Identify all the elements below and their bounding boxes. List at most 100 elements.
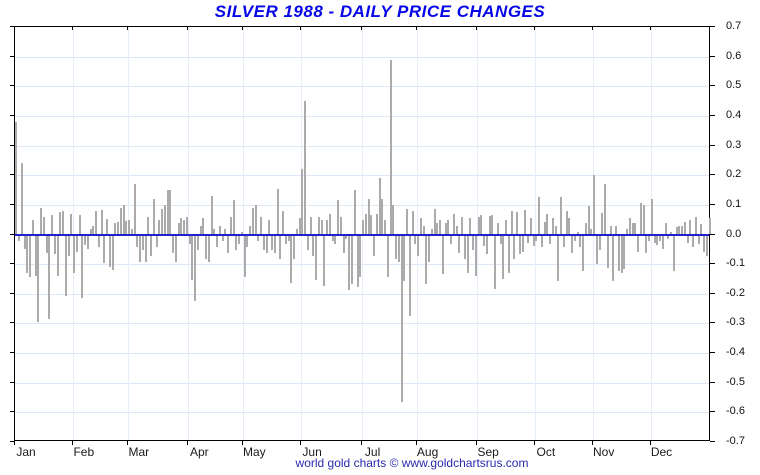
y-axis-tick [710, 411, 715, 413]
price-change-bar [670, 231, 673, 235]
price-change-bar [218, 225, 221, 235]
y-axis-tick-left [10, 292, 14, 294]
price-change-bar [598, 235, 601, 251]
price-change-bar [373, 235, 375, 257]
price-change-bar [554, 225, 557, 235]
price-change-bar [169, 190, 172, 235]
price-change-bar [265, 235, 268, 254]
price-change-bar [386, 235, 389, 277]
price-change-bar [617, 235, 620, 272]
price-change-bar [678, 225, 681, 235]
price-change-bar [262, 235, 265, 251]
price-change-bar [199, 225, 202, 235]
x-axis-tick-top [415, 27, 417, 30]
price-change-bar [141, 235, 144, 251]
price-change-bar [414, 235, 417, 245]
price-change-bar [645, 235, 648, 254]
price-change-bar [364, 213, 367, 235]
price-change-bar [628, 218, 631, 235]
x-axis-tick-top [187, 27, 189, 30]
price-change-bar [59, 212, 62, 235]
price-change-bar [494, 235, 497, 289]
price-change-bar [37, 235, 40, 322]
y-axis-label: 0.3 [726, 138, 742, 151]
price-change-bar [287, 235, 290, 242]
price-change-bar [62, 210, 65, 235]
month-label: Nov [593, 445, 615, 459]
price-change-bar [133, 184, 136, 235]
price-change-bar [513, 235, 516, 260]
price-change-bar [229, 216, 232, 235]
price-change-bar [128, 219, 131, 235]
price-change-bar [158, 219, 161, 235]
y-axis-tick-left [10, 381, 14, 383]
price-change-bar [455, 225, 458, 235]
price-change-bar [439, 219, 442, 235]
price-change-bar [227, 235, 230, 254]
price-change-bar [565, 210, 568, 235]
price-change-bar [84, 235, 87, 246]
price-change-bar [304, 101, 307, 235]
x-axis-tick-top [71, 27, 73, 30]
y-axis-label: -0.1 [726, 257, 745, 270]
price-change-bar [485, 235, 488, 255]
price-change-bar [139, 235, 142, 263]
price-change-bar [284, 235, 287, 245]
price-change-bar [452, 213, 455, 235]
price-change-bar [150, 235, 153, 257]
price-change-bar [612, 235, 615, 281]
price-change-bar [560, 197, 563, 235]
price-change-bar [95, 210, 98, 235]
price-change-bar [26, 235, 29, 273]
price-change-bar [130, 228, 133, 235]
y-axis-label: -0.4 [726, 346, 745, 359]
price-change-bar [40, 207, 43, 235]
price-change-bar [210, 196, 213, 235]
price-change-bar [472, 235, 475, 251]
price-change-bar [444, 222, 447, 235]
price-change-bar [458, 235, 461, 254]
price-change-bar [615, 226, 618, 235]
price-change-bar [518, 235, 521, 255]
price-change-bar [708, 218, 711, 235]
x-axis-tick [14, 441, 15, 445]
price-change-bar [631, 222, 634, 235]
price-change-bar [147, 216, 150, 235]
x-axis-tick [187, 441, 189, 445]
price-change-bar [100, 209, 103, 235]
month-label: Aug [416, 445, 439, 459]
price-change-bar [114, 223, 117, 235]
price-change-bar [23, 235, 26, 250]
price-change-bar [378, 178, 381, 235]
y-axis-label: 0.6 [726, 49, 742, 62]
price-change-bar [474, 235, 477, 276]
month-label: Dec [650, 445, 673, 459]
price-change-bar [397, 235, 400, 263]
price-change-bar [339, 216, 342, 235]
price-change-bar [207, 235, 210, 263]
price-change-bar [183, 219, 186, 235]
price-change-bar [328, 213, 331, 235]
price-change-bar [433, 209, 436, 235]
y-axis-tick-left [10, 144, 14, 146]
price-change-bar [488, 215, 491, 235]
price-change-bar [375, 213, 378, 235]
price-change-bar [535, 235, 538, 242]
price-change-bar [634, 223, 637, 235]
price-change-bar [254, 204, 257, 235]
price-change-bar [389, 59, 392, 235]
price-change-bar [188, 235, 191, 245]
y-axis-tick [710, 381, 715, 383]
price-change-bar [411, 210, 414, 235]
price-change-bar [466, 235, 469, 273]
price-change-bar [249, 225, 252, 235]
price-change-bar [31, 219, 34, 235]
price-change-bar [601, 213, 604, 235]
y-axis-tick-left [10, 203, 14, 205]
price-change-bar [587, 206, 590, 235]
x-axis-tick-top [14, 27, 15, 30]
price-change-bar [108, 235, 111, 267]
price-change-bar [73, 235, 76, 273]
price-change-bar [384, 219, 386, 235]
price-change-bar [623, 235, 626, 269]
